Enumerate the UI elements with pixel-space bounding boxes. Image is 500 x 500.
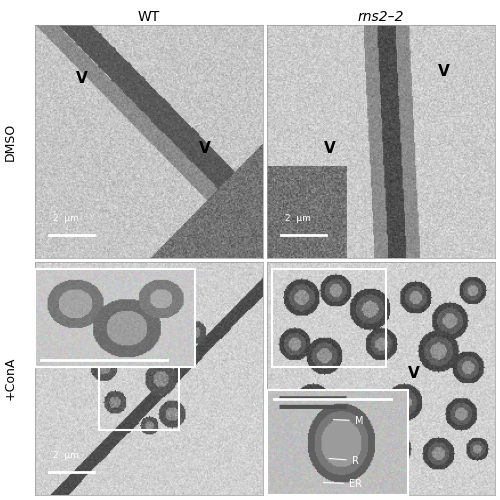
Bar	[272, 269, 386, 367]
Text: 2  μm: 2 μm	[285, 214, 311, 222]
Text: DMSO: DMSO	[4, 122, 17, 160]
Text: WT: WT	[138, 10, 160, 24]
Text: R: R	[329, 456, 358, 466]
Text: V: V	[76, 71, 88, 86]
Text: ER: ER	[324, 478, 362, 488]
Text: V: V	[176, 355, 188, 370]
Text: V: V	[199, 141, 211, 156]
Bar	[99, 360, 178, 430]
Text: V: V	[408, 366, 420, 382]
Text: M: M	[334, 416, 363, 426]
Text: rns2–2: rns2–2	[358, 10, 404, 24]
Text: +ConA: +ConA	[4, 357, 17, 400]
Text: V: V	[324, 141, 336, 156]
Text: 2  μm: 2 μm	[53, 214, 79, 222]
Text: V: V	[438, 64, 450, 80]
Text: 2  μm: 2 μm	[53, 450, 79, 460]
